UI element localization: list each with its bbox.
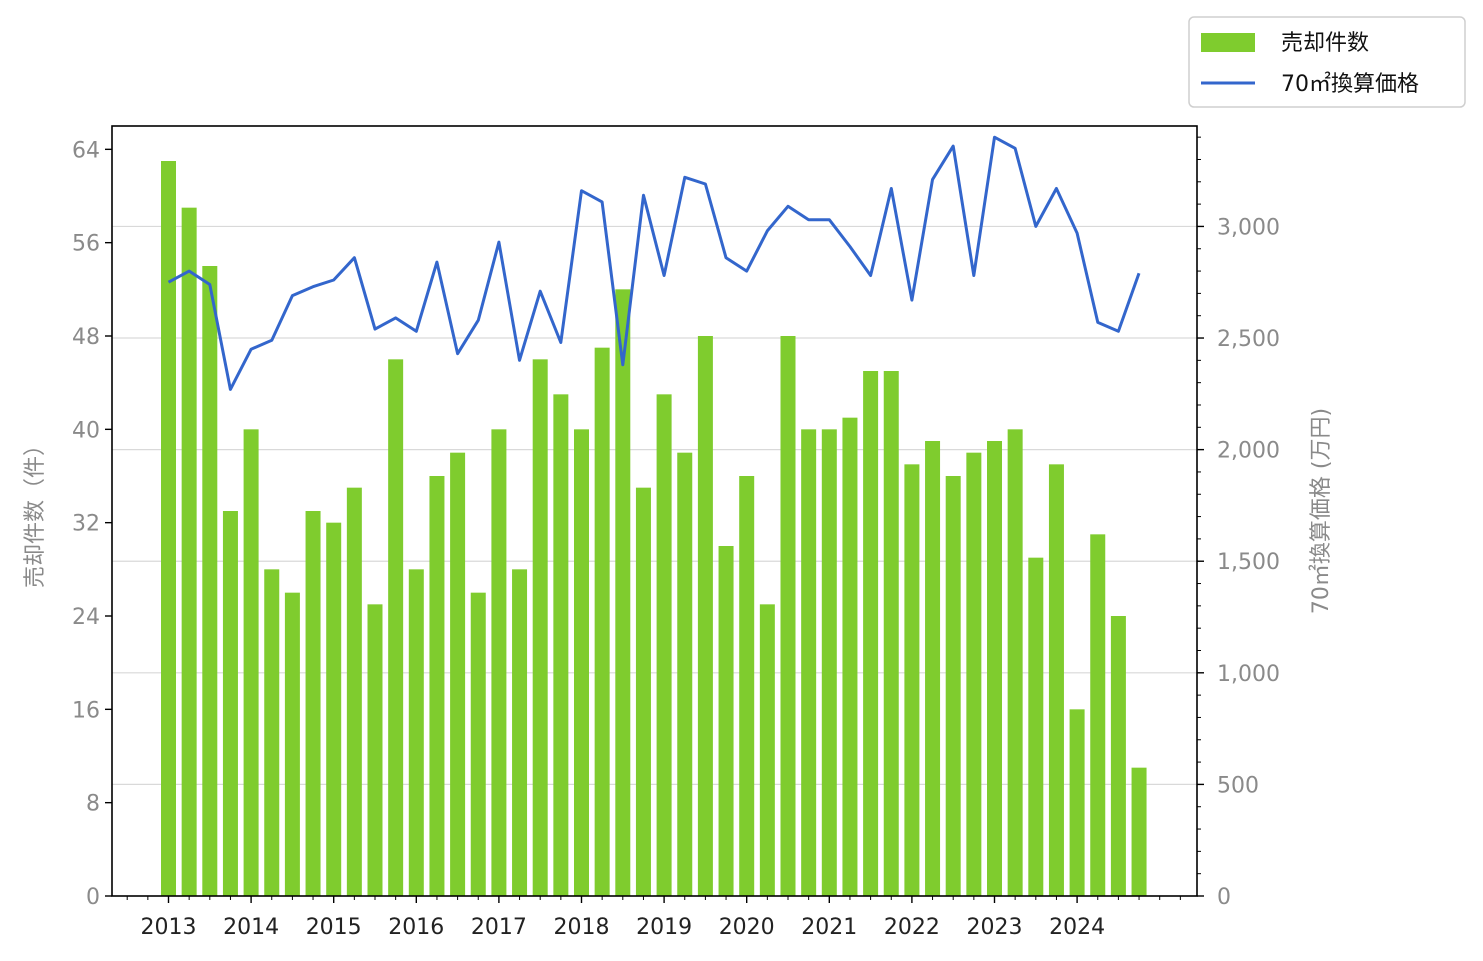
bar bbox=[1048, 464, 1064, 896]
x-tick-label: 2021 bbox=[801, 915, 857, 940]
bar bbox=[429, 476, 445, 896]
right-tick-label: 1,000 bbox=[1217, 662, 1280, 687]
right-tick-label: 0 bbox=[1217, 885, 1231, 910]
bar bbox=[326, 522, 342, 896]
bar bbox=[367, 604, 383, 896]
bar bbox=[925, 441, 941, 896]
bar bbox=[284, 592, 300, 896]
right-axis: 0 500 1,000 1,500 2,000 2,500 3,000 bbox=[1197, 136, 1280, 910]
bar bbox=[863, 371, 879, 896]
right-axis-title: 70㎡換算価格 (万円) bbox=[1308, 408, 1334, 614]
right-tick-label: 2,500 bbox=[1217, 327, 1280, 352]
left-axis-title: 売却件数（件） bbox=[23, 434, 48, 588]
legend: 売却件数 70㎡換算価格 bbox=[1188, 16, 1466, 108]
left-tick-label: 0 bbox=[86, 885, 100, 910]
bar bbox=[1110, 616, 1126, 896]
bar bbox=[987, 441, 1002, 896]
bar-series bbox=[161, 161, 1147, 897]
bar bbox=[718, 546, 734, 896]
bar bbox=[780, 336, 796, 896]
right-tick-label: 1,500 bbox=[1217, 550, 1280, 575]
x-tick-label: 2018 bbox=[554, 915, 610, 940]
bar bbox=[1090, 534, 1106, 896]
bar bbox=[222, 511, 238, 896]
bar bbox=[1028, 557, 1044, 896]
x-tick-label: 2013 bbox=[141, 915, 197, 940]
left-tick-label: 16 bbox=[72, 698, 100, 723]
bar bbox=[181, 207, 197, 896]
x-tick-label: 2024 bbox=[1049, 915, 1105, 940]
bar bbox=[264, 569, 280, 896]
left-tick-label: 32 bbox=[72, 512, 100, 537]
x-tick-label: 2017 bbox=[471, 915, 527, 940]
bar bbox=[697, 336, 713, 896]
bar bbox=[512, 569, 528, 896]
bar bbox=[346, 487, 362, 896]
bar bbox=[305, 511, 321, 896]
bar bbox=[883, 371, 899, 896]
right-tick-label: 2,000 bbox=[1217, 439, 1280, 464]
bar bbox=[759, 604, 775, 896]
legend-bar-swatch bbox=[1201, 33, 1255, 52]
bar bbox=[945, 476, 961, 896]
plot-frame bbox=[111, 125, 1198, 897]
x-tick-label: 2020 bbox=[719, 915, 775, 940]
bar bbox=[615, 289, 631, 896]
x-tick-label: 2022 bbox=[884, 915, 940, 940]
bar bbox=[243, 429, 259, 896]
bar bbox=[966, 452, 982, 896]
bar bbox=[1069, 709, 1085, 896]
legend-frame bbox=[1188, 16, 1466, 108]
bar bbox=[1131, 767, 1147, 896]
bar bbox=[161, 161, 176, 896]
line-series bbox=[167, 135, 1141, 391]
bar bbox=[739, 476, 755, 896]
left-tick-label: 48 bbox=[72, 325, 100, 350]
bar bbox=[1007, 429, 1023, 896]
x-tick-label: 2023 bbox=[967, 915, 1023, 940]
bar bbox=[470, 592, 486, 896]
bar bbox=[408, 569, 424, 896]
bar bbox=[821, 429, 837, 896]
right-tick-label: 500 bbox=[1217, 773, 1259, 798]
bar bbox=[594, 347, 610, 897]
legend-bar-label: 売却件数 bbox=[1281, 31, 1369, 56]
x-axis: 2013 2014 2015 2016 2017 2018 2019 2020 2021 2022… bbox=[126, 896, 1181, 940]
bar bbox=[388, 359, 404, 896]
left-tick-label: 8 bbox=[86, 792, 100, 817]
left-tick-label: 40 bbox=[72, 418, 100, 443]
bar bbox=[532, 359, 548, 896]
x-tick-label: 2015 bbox=[306, 915, 362, 940]
bar bbox=[842, 417, 858, 896]
legend-line-label: 70㎡換算価格 bbox=[1281, 71, 1419, 97]
left-tick-label: 56 bbox=[72, 232, 100, 257]
bar bbox=[656, 394, 672, 896]
bar bbox=[904, 464, 920, 896]
x-tick-label: 2019 bbox=[636, 915, 692, 940]
right-tick-label: 3,000 bbox=[1217, 215, 1280, 240]
bar bbox=[574, 429, 589, 896]
bar bbox=[553, 394, 569, 896]
left-axis: 0 8 16 24 32 40 48 56 64 bbox=[72, 138, 112, 910]
bar bbox=[491, 429, 507, 896]
bar bbox=[635, 487, 651, 896]
x-tick-label: 2014 bbox=[223, 915, 279, 940]
bar bbox=[202, 266, 218, 896]
bar bbox=[801, 429, 817, 896]
left-tick-label: 64 bbox=[72, 138, 100, 163]
price-line bbox=[167, 135, 1141, 391]
x-tick-label: 2016 bbox=[388, 915, 444, 940]
left-tick-label: 24 bbox=[72, 605, 100, 630]
bar bbox=[677, 452, 693, 896]
bar bbox=[450, 452, 466, 896]
